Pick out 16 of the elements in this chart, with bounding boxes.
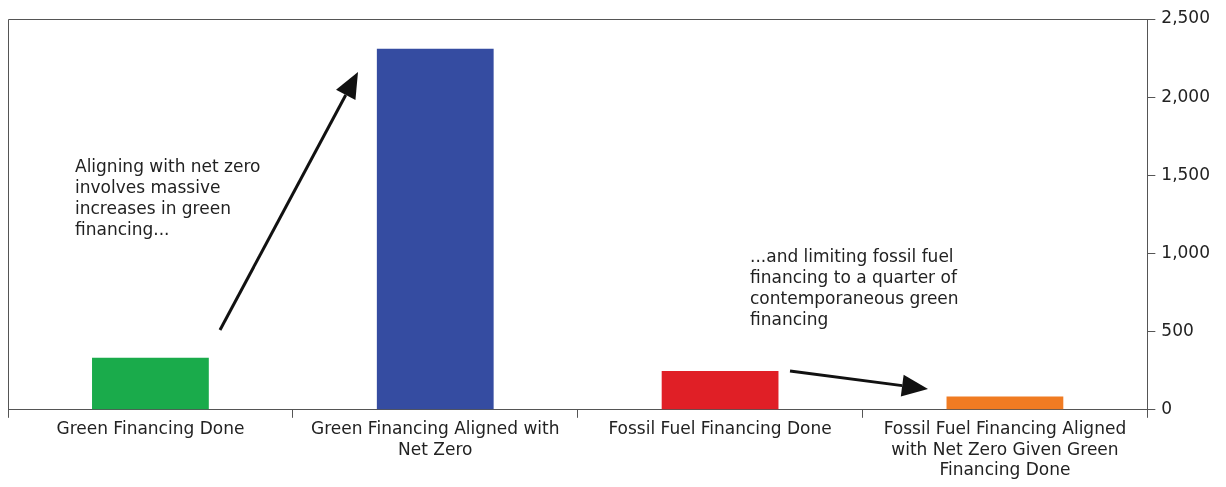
y-tick-label: 500	[1161, 320, 1194, 341]
bar	[946, 396, 1064, 410]
y-tick-label: 1,500	[1161, 163, 1210, 184]
x-tick-label: Fossil Fuel Financing Done	[608, 418, 832, 439]
x-tick-label: Fossil Fuel Financing Aligned with Net Zero Given Green Financing Done	[883, 418, 1127, 480]
y-tick-label: 2,500	[1161, 7, 1210, 28]
bar	[92, 357, 209, 410]
annotation: ...and limiting fossil fuel financing to a quarter of contemporaneous green financing	[750, 246, 960, 330]
y-tick-label: 1,000	[1161, 241, 1210, 262]
x-tick-label: Green Financing Done	[56, 418, 245, 439]
y-tick-label: 0	[1161, 398, 1173, 419]
bar	[661, 371, 779, 410]
y-tick-label: 2,000	[1161, 85, 1210, 106]
annotation: Aligning with net zero involves massive increases in green financing...	[75, 156, 262, 240]
bar	[376, 48, 494, 410]
x-tick-label: Green Financing Aligned with Net Zero	[310, 418, 560, 459]
